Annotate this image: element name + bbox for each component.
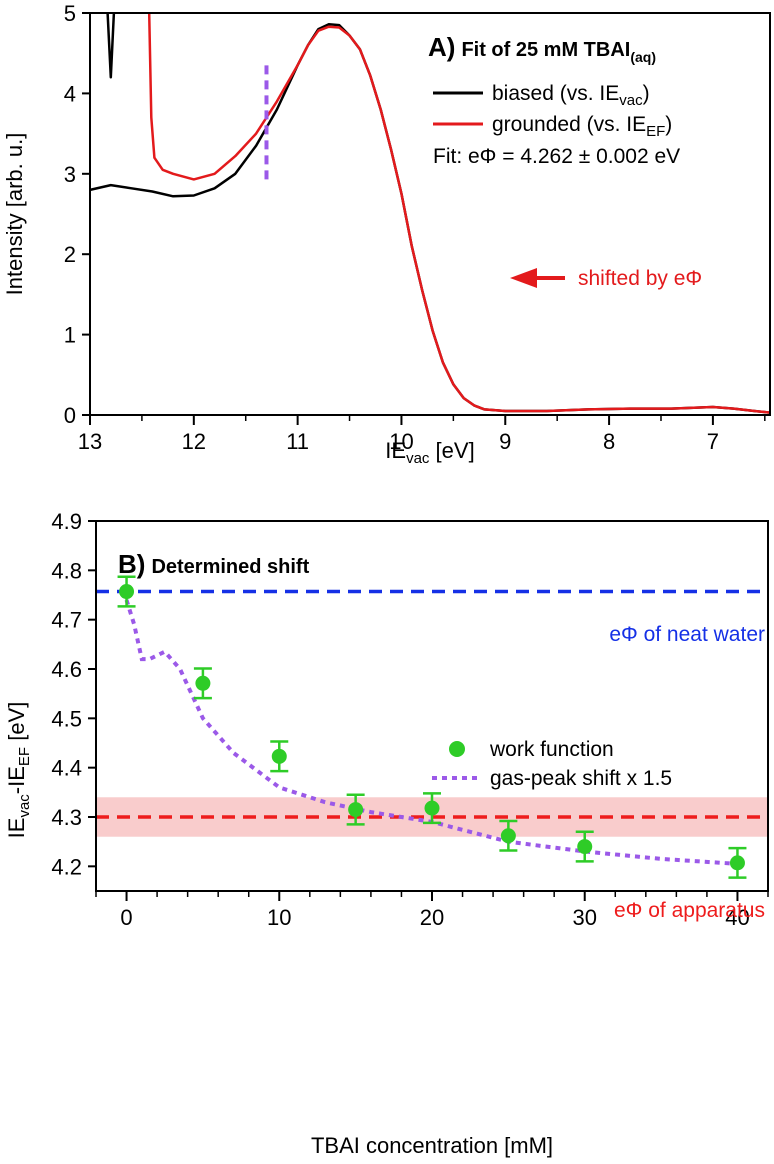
data-point [499, 819, 518, 852]
legend-a: biased (vs. IEvac) grounded (vs. IEEF) F… [433, 82, 680, 168]
data-point [117, 575, 136, 608]
x-axis-label-a: IEvac [eV] [385, 438, 474, 467]
x-tick-label: 10 [389, 429, 413, 454]
panel-title-b: B) Determined shift [118, 549, 310, 579]
work-function-point [348, 802, 364, 818]
x-tick-label: 20 [420, 905, 444, 930]
y-tick-label: 2 [64, 242, 76, 267]
work-function-point [577, 839, 593, 855]
x-tick-label: 40 [725, 905, 749, 930]
x-tick-label: 7 [707, 429, 719, 454]
y-tick-label: 4.5 [51, 706, 82, 731]
work-function-point [729, 855, 745, 871]
legend-b: work function gas-peak shift x 1.5 [432, 738, 672, 790]
y-tick-label: 4.2 [51, 854, 82, 879]
work-function-point [271, 748, 287, 764]
neat-water-label: eΦ of neat water [609, 623, 765, 646]
y-tick-label: 1 [64, 323, 76, 348]
legend-swatch-work-function [449, 741, 465, 757]
panel-b: 0 10 20 30 40 4.2 4.3 4.4 4.5 4.6 4.7 4.8 4.9 TBAI … [4, 509, 769, 1158]
data-point [575, 830, 594, 863]
panel-title-a: A) Fit of 25 mM TBAI(aq) [428, 32, 656, 65]
legend-label-biased: biased (vs. IEvac) [492, 82, 650, 109]
y-axis-label-a: Intensity [arb. u.] [2, 133, 27, 296]
shift-arrowhead-icon [510, 268, 537, 288]
data-point [193, 667, 212, 700]
x-tick-label: 13 [78, 429, 102, 454]
y-tick-label: 4.9 [51, 509, 82, 534]
y-tick-label: 4.3 [51, 805, 82, 830]
y-tick-label: 5 [64, 1, 76, 26]
y-tick-label: 0 [64, 403, 76, 428]
plot-frame-a [89, 12, 771, 416]
x-tick-label: 10 [267, 905, 291, 930]
legend-label-grounded: grounded (vs. IEEF) [492, 113, 672, 140]
y-tick-label: 4.4 [51, 756, 82, 781]
work-function-point [119, 584, 135, 600]
data-point [423, 792, 441, 825]
y-axis-label-b: IEvac-IEEF [eV] [4, 702, 33, 839]
x-tick-label: 12 [182, 429, 206, 454]
y-tick-label: 3 [64, 162, 76, 187]
x-axis-label-b: TBAI concentration [mM] [311, 1133, 553, 1158]
x-tick-label: 8 [603, 429, 615, 454]
legend-label-work-function: work function [489, 738, 614, 761]
x-tick-label: 30 [572, 905, 596, 930]
data-point [728, 846, 747, 879]
y-tick-label: 4.8 [51, 558, 82, 583]
apparatus-label: eΦ of apparatus [614, 899, 765, 922]
legend-label-gas-peak: gas-peak shift x 1.5 [490, 767, 672, 790]
shift-label: shifted by eΦ [578, 267, 702, 290]
x-tick-label: 9 [499, 429, 511, 454]
y-tick-label: 4 [64, 81, 76, 106]
data-point [346, 793, 365, 826]
shift-annotation: shifted by eΦ [510, 267, 702, 290]
series-biased [89, 23, 771, 414]
y-tick-label: 4.7 [51, 608, 82, 633]
work-function-point [424, 800, 440, 816]
y-tick-label: 4.6 [51, 657, 82, 682]
work-function-point [195, 675, 211, 691]
series-grounded [147, 12, 771, 414]
x-tick-label: 11 [286, 429, 309, 454]
series-biased-gas-peak [106, 12, 116, 79]
work-function-point [500, 828, 516, 844]
fit-result-text: Fit: eΦ = 4.262 ± 0.002 eV [433, 145, 680, 168]
data-point [270, 740, 289, 773]
x-tick-label: 0 [120, 905, 132, 930]
gas-peak-shift-curve [124, 599, 738, 866]
